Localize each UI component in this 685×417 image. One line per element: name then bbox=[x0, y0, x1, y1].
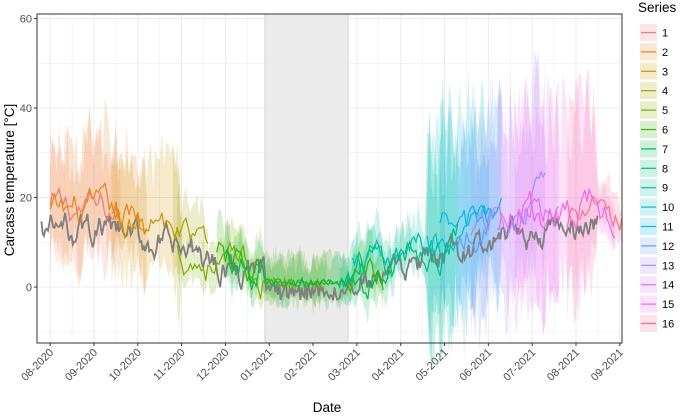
series-6-ribbon bbox=[216, 207, 384, 312]
legend-label: 13 bbox=[662, 260, 674, 272]
series-12-line bbox=[457, 208, 498, 254]
series-9-line bbox=[351, 231, 445, 278]
series-2-line bbox=[49, 181, 148, 234]
y-tick-label: 60 bbox=[20, 13, 32, 25]
y-tick-label: 40 bbox=[20, 103, 32, 115]
legend-label: 12 bbox=[662, 241, 674, 253]
legend-label: 14 bbox=[662, 280, 674, 292]
panel-border bbox=[36, 13, 623, 344]
legend-label: 3 bbox=[662, 66, 668, 78]
y-tick-label: 20 bbox=[20, 193, 32, 205]
series-9-ribbon bbox=[352, 109, 445, 361]
y-axis-title: Carcass temperature [°C] bbox=[2, 104, 17, 256]
series-10-line bbox=[426, 204, 489, 255]
series-11-ribbon bbox=[440, 72, 502, 339]
reference-line-path bbox=[40, 212, 599, 301]
legend-label: 9 bbox=[662, 183, 668, 195]
series-13-line bbox=[470, 170, 546, 237]
legend-label: 5 bbox=[662, 105, 668, 117]
series-16-line bbox=[566, 195, 623, 231]
legend-label: 8 bbox=[662, 163, 668, 175]
legend-title: Series bbox=[638, 0, 677, 15]
legend-label: 15 bbox=[662, 299, 674, 311]
series-8-ribbon bbox=[339, 108, 458, 369]
series-8-line bbox=[338, 223, 459, 289]
y-tick-label: 0 bbox=[26, 282, 32, 294]
series-4-ribbon bbox=[172, 145, 208, 304]
series-3-ribbon bbox=[111, 133, 182, 297]
series-13-ribbon bbox=[470, 48, 546, 342]
series-lines bbox=[49, 170, 623, 300]
series-5-ribbon bbox=[177, 176, 327, 325]
series-14-line bbox=[496, 197, 559, 232]
reference-line bbox=[40, 212, 599, 301]
series-4-line bbox=[172, 216, 209, 244]
series-15-ribbon bbox=[514, 69, 616, 336]
series-2-ribbon bbox=[50, 97, 147, 294]
series-3-line bbox=[111, 208, 182, 240]
series-15-line bbox=[514, 187, 616, 239]
legend-label: 6 bbox=[662, 125, 668, 137]
y-axis: 0 20 40 60 bbox=[20, 13, 37, 294]
series-7-ribbon bbox=[225, 220, 392, 325]
legend-label: 16 bbox=[662, 319, 674, 331]
legend-label: 7 bbox=[662, 144, 668, 156]
legend-label: 1 bbox=[662, 28, 668, 40]
series-7-line bbox=[224, 246, 393, 300]
x-axis-title: Date bbox=[313, 400, 342, 415]
legend-label: 4 bbox=[662, 86, 668, 98]
legend-label: 10 bbox=[662, 202, 674, 214]
series-1-ribbon bbox=[50, 102, 121, 284]
legend-label: 11 bbox=[662, 222, 673, 234]
legend-label: 2 bbox=[662, 47, 668, 59]
